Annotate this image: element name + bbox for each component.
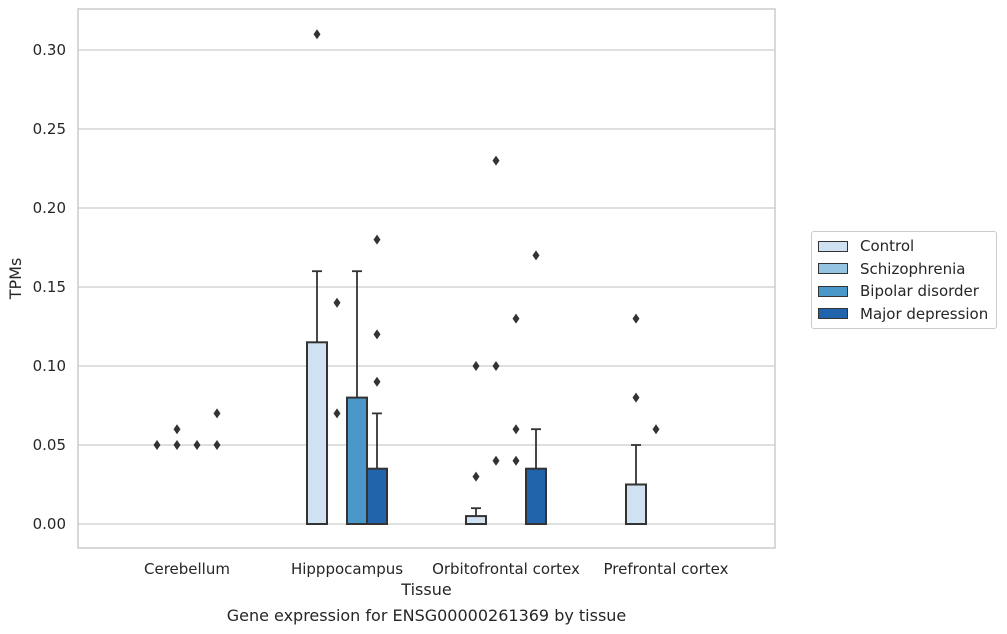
legend: Control Schizophrenia Bipolar disorder Majo… xyxy=(811,231,997,329)
x-tick-label: Orbitofrontal cortex xyxy=(432,560,580,578)
bar xyxy=(465,515,487,525)
outlier-point xyxy=(173,424,181,435)
outlier-point xyxy=(373,376,381,387)
legend-label: Control xyxy=(860,237,915,256)
y-tick-label: 0.20 xyxy=(33,199,66,217)
outlier-point xyxy=(193,440,201,450)
outlier-point xyxy=(632,313,640,324)
y-axis-label: TPMs xyxy=(6,258,25,301)
legend-swatch xyxy=(818,263,848,275)
legend-item: Control xyxy=(812,235,996,258)
outlier-point xyxy=(153,440,161,450)
legend-swatch xyxy=(818,308,848,320)
y-tick-label: 0.25 xyxy=(33,120,66,138)
legend-swatch xyxy=(818,240,848,252)
outlier-point xyxy=(492,455,500,466)
outlier-point xyxy=(512,424,520,435)
outlier-point xyxy=(512,313,520,324)
x-tick-label: Prefrontal cortex xyxy=(604,560,729,578)
bar xyxy=(366,467,388,526)
outlier-point xyxy=(472,471,480,482)
outlier-point xyxy=(512,455,520,466)
outlier-point xyxy=(652,424,660,435)
outlier-point xyxy=(213,440,221,450)
legend-item: Bipolar disorder xyxy=(812,280,996,303)
bar xyxy=(346,396,368,526)
outlier-point xyxy=(373,329,381,340)
bar xyxy=(625,483,647,525)
y-tick-label: 0.15 xyxy=(33,278,66,296)
legend-label: Major depression xyxy=(860,304,989,323)
outlier-point xyxy=(173,440,181,450)
x-tick-label: Cerebellum xyxy=(144,560,230,578)
legend-label: Bipolar disorder xyxy=(860,282,979,301)
x-axis-label: Tissue xyxy=(400,580,451,599)
y-tick-label: 0.05 xyxy=(33,436,66,454)
y-tick-label: 0.10 xyxy=(33,357,66,375)
chart-caption: Gene expression for ENSG00000261369 by t… xyxy=(226,606,627,625)
legend-swatch xyxy=(818,285,848,297)
outlier-point xyxy=(213,408,221,419)
legend-label: Schizophrenia xyxy=(860,259,966,278)
legend-item: Major depression xyxy=(812,303,996,326)
x-tick-label: Hipppocampus xyxy=(291,560,403,578)
outlier-point xyxy=(492,155,500,166)
outlier-point xyxy=(632,392,640,403)
outlier-point xyxy=(532,250,540,261)
outlier-point xyxy=(333,297,341,308)
bar xyxy=(306,341,328,525)
y-tick-label: 0.00 xyxy=(33,515,66,533)
outlier-point xyxy=(373,234,381,245)
legend-item: Schizophrenia xyxy=(812,258,996,281)
outlier-point xyxy=(313,29,321,40)
outlier-point xyxy=(472,361,480,371)
plot-area xyxy=(77,8,776,549)
bar xyxy=(525,467,547,526)
y-tick-label: 0.30 xyxy=(33,41,66,59)
outlier-point xyxy=(492,361,500,371)
outlier-point xyxy=(333,408,341,419)
